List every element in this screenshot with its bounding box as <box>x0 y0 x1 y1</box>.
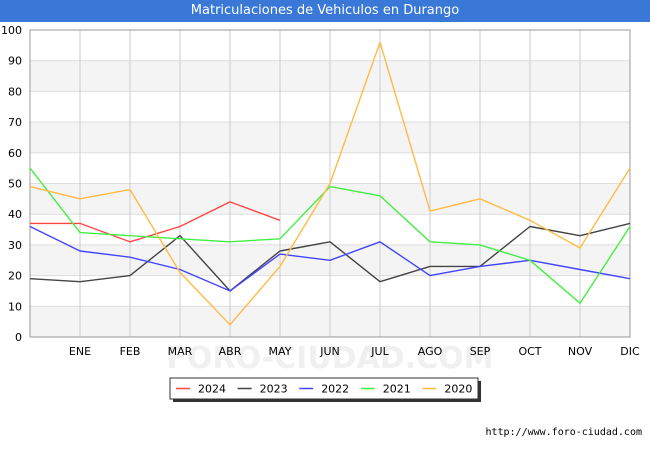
x-tick-label: NOV <box>568 345 593 358</box>
plot-border <box>29 29 631 338</box>
x-tick-label: FEB <box>120 345 141 358</box>
x-tick-label: ABR <box>219 345 242 358</box>
y-axis-ticks: 0 10 20 30 40 50 60 70 80 90 100 <box>1 24 22 344</box>
x-tick-label: JUN <box>319 345 340 358</box>
y-tick-label: 40 <box>8 208 22 221</box>
y-tick-label: 0 <box>15 331 22 344</box>
grid-lines <box>29 29 631 338</box>
legend: 2024 2023 2022 2021 2020 <box>169 377 481 402</box>
x-tick-label: JUL <box>370 345 389 358</box>
x-axis-ticks: ENE FEB MAR ABR MAY JUN JUL AGO SEP OCT NOV DIC <box>69 345 640 358</box>
legend-label-2024: 2024 <box>198 383 226 396</box>
series-line-2023 <box>29 222 631 292</box>
series-line-2021 <box>29 167 631 304</box>
y-tick-label: 80 <box>8 85 22 98</box>
x-tick-label: SEP <box>470 345 491 358</box>
y-tick-label: 90 <box>8 55 22 68</box>
source-url: http://www.foro-ciudad.com <box>485 427 642 438</box>
series-line-2020 <box>29 41 631 326</box>
legend-label-2022: 2022 <box>321 383 349 396</box>
series-lines <box>29 41 631 326</box>
legend-label-2023: 2023 <box>260 383 288 396</box>
y-tick-label: 60 <box>8 147 22 160</box>
x-tick-label: OCT <box>518 345 541 358</box>
y-tick-label: 100 <box>1 24 22 37</box>
x-tick-label: AGO <box>418 345 443 358</box>
watermark: FORO-CIUDAD.COM <box>167 341 494 376</box>
legend-label-2021: 2021 <box>383 383 411 396</box>
legend-box <box>169 377 479 400</box>
series-line-2024 <box>30 201 281 243</box>
y-tick-label: 70 <box>8 116 22 129</box>
chart-title: Matriculaciones de Vehiculos en Durango <box>0 0 650 22</box>
x-tick-label: MAY <box>269 345 292 358</box>
legend-label-2020: 2020 <box>444 383 472 396</box>
y-tick-label: 50 <box>8 178 22 191</box>
y-tick-label: 10 <box>8 300 22 313</box>
y-tick-label: 20 <box>8 270 22 283</box>
y-tick-label: 30 <box>8 239 22 252</box>
x-tick-label: ENE <box>69 345 91 358</box>
x-tick-label: MAR <box>168 345 193 358</box>
x-tick-label: DIC <box>620 345 640 358</box>
